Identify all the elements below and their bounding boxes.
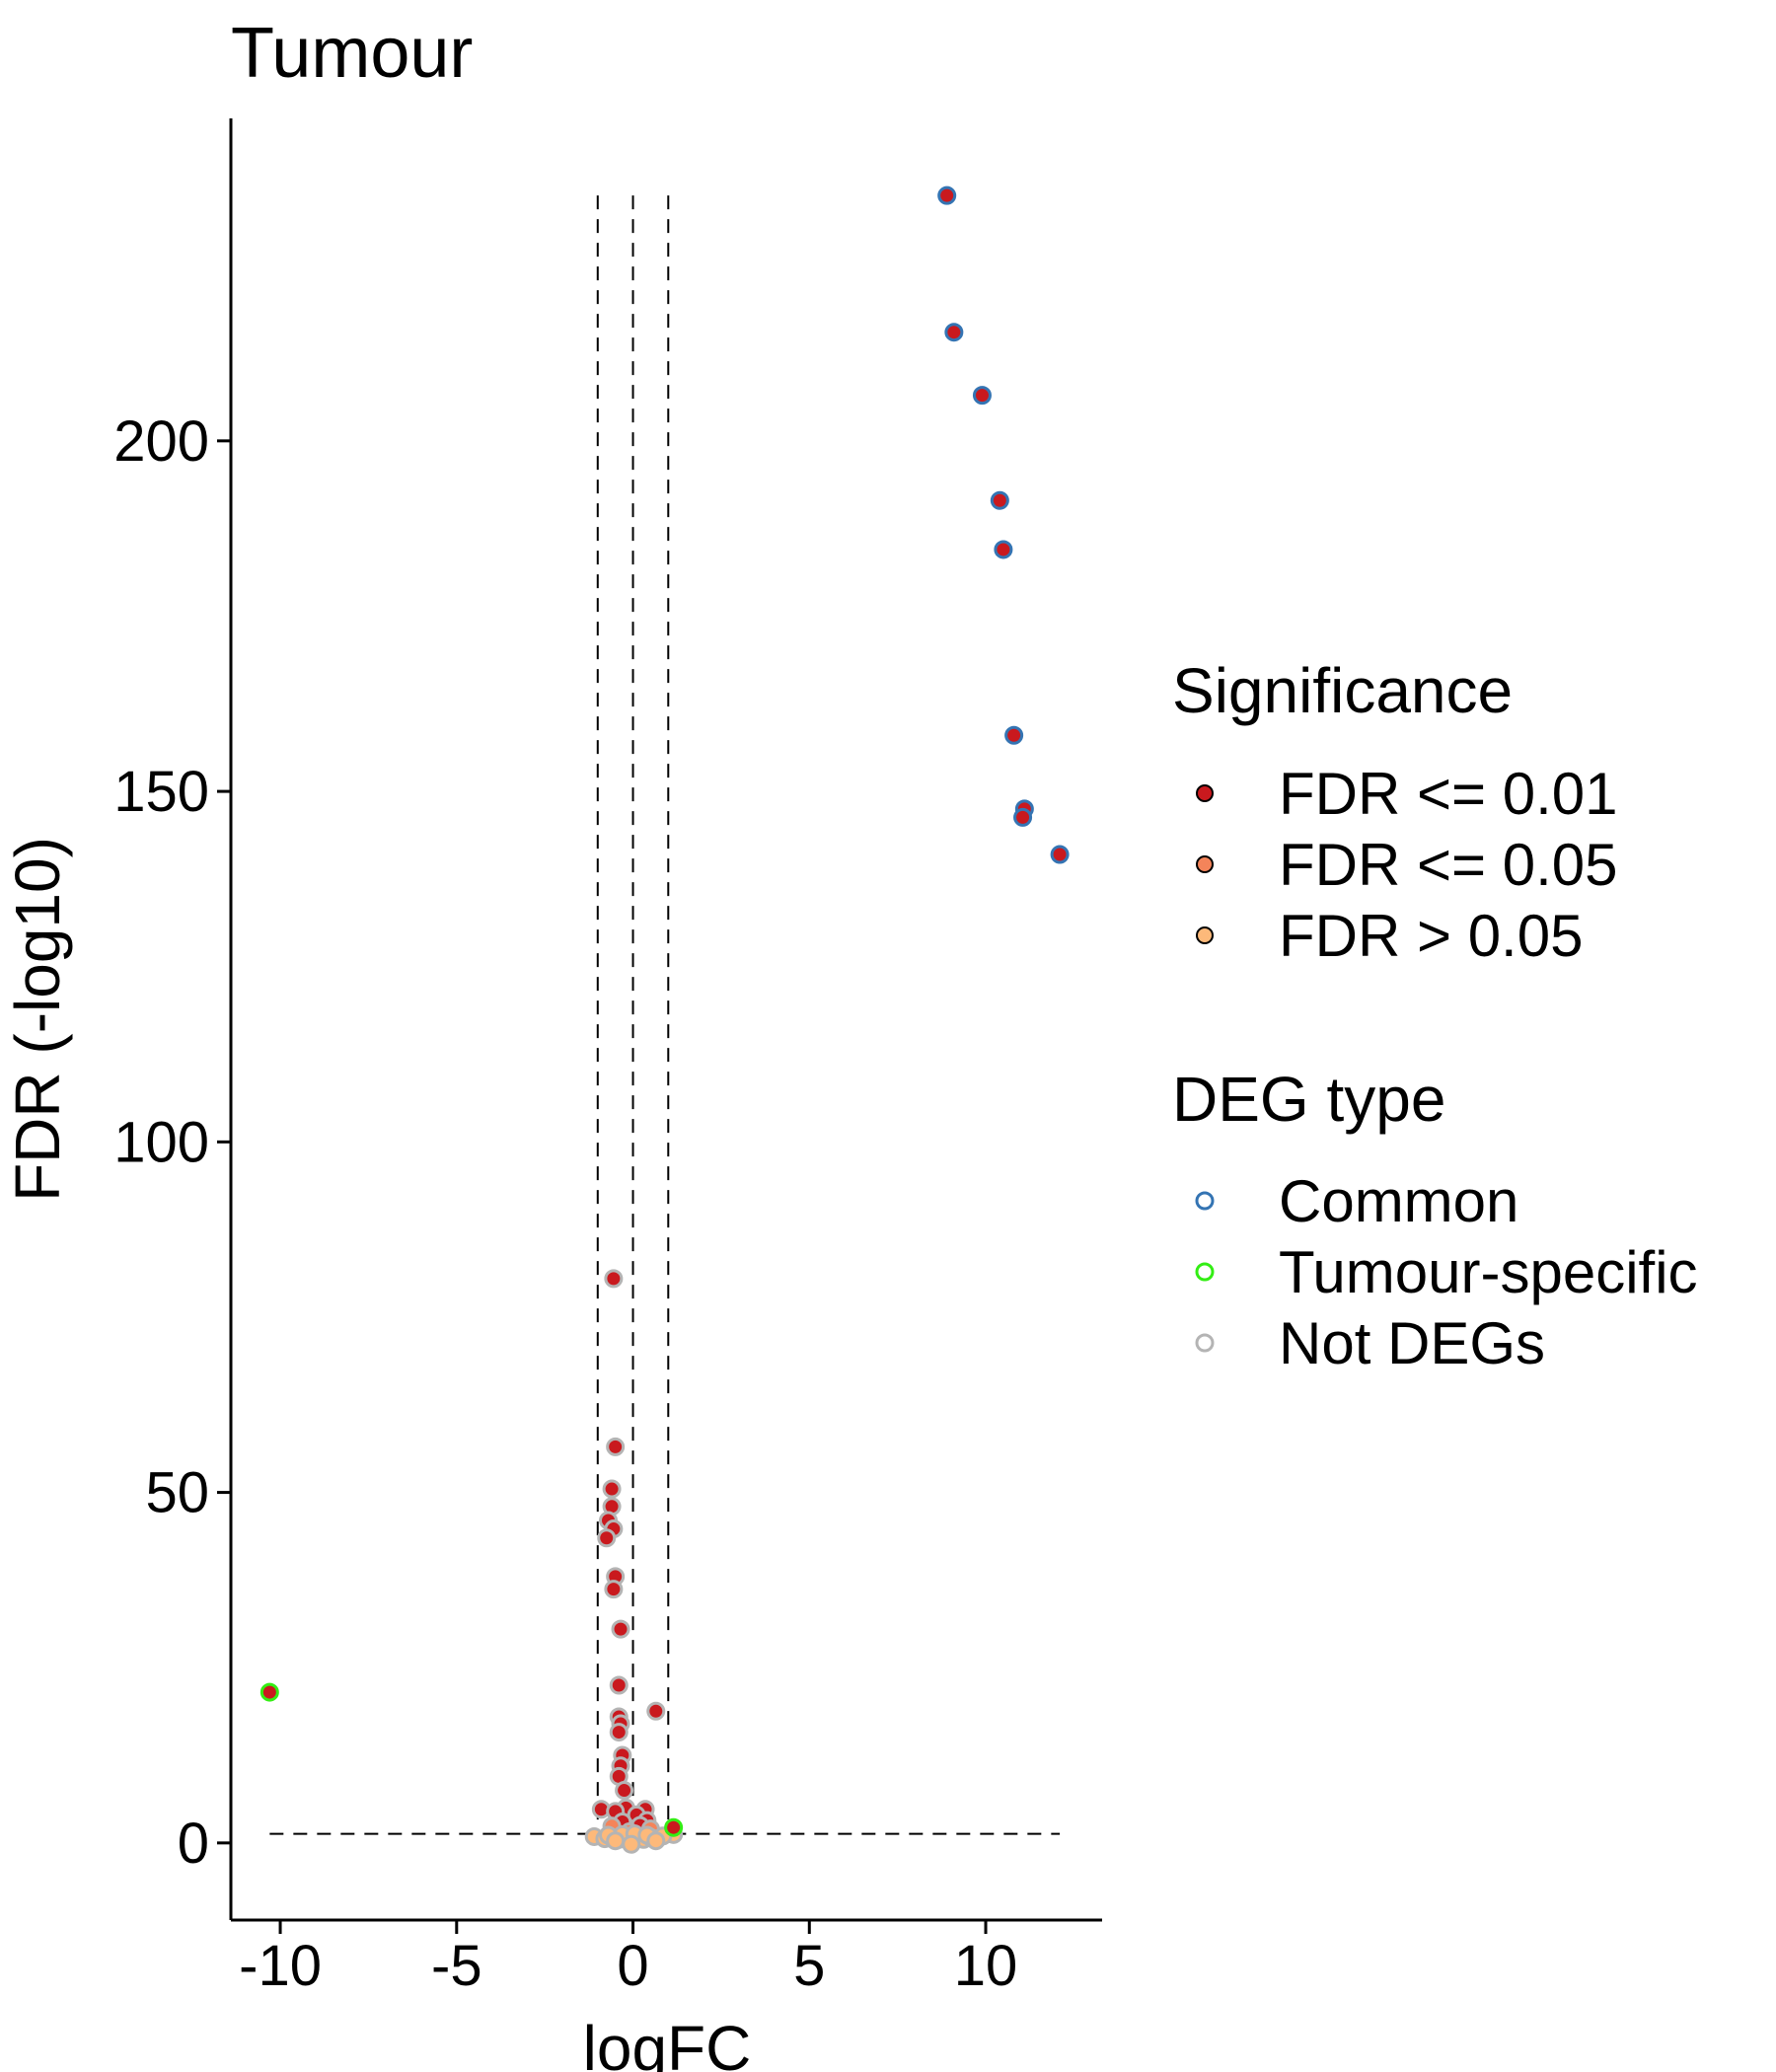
data-point-4 <box>994 540 1013 559</box>
y-tick-label-0: 0 <box>178 1812 209 1876</box>
chart-title: Tumour <box>231 14 473 93</box>
data-point-1 <box>944 323 964 342</box>
data-points <box>259 185 1070 1854</box>
x-axis-label: logFC <box>583 2013 752 2072</box>
data-point-21 <box>609 1675 629 1695</box>
data-point-25 <box>609 1723 629 1742</box>
data-point-19 <box>604 1580 624 1599</box>
legend-key-deg-type-1 <box>1195 1262 1215 1282</box>
x-tick-label-3: 5 <box>793 1934 825 1998</box>
data-point-12 <box>606 1437 626 1456</box>
legend-key-deg-type-2 <box>1195 1333 1215 1353</box>
x-axis-ticks: -10 -5 0 5 10 <box>239 1920 1017 1998</box>
legend-title-deg-type: DEG type <box>1172 1064 1445 1135</box>
y-tick-label-4: 200 <box>113 409 209 474</box>
data-point-22 <box>646 1701 666 1721</box>
x-tick-label-2: 0 <box>617 1934 648 1998</box>
data-point-5 <box>1004 725 1024 745</box>
x-tick-label-0: -10 <box>239 1934 322 1998</box>
legend-label-significance-1: FDR <= 0.05 <box>1279 832 1618 898</box>
legend-label-significance-2: FDR > 0.05 <box>1279 903 1583 969</box>
legend-key-significance-0 <box>1196 784 1214 802</box>
data-point-2 <box>972 386 992 406</box>
data-point-9 <box>259 1682 279 1702</box>
data-point-7 <box>1013 807 1033 827</box>
data-point-20 <box>611 1619 630 1639</box>
data-point-59 <box>622 1834 641 1854</box>
data-point-17 <box>597 1528 617 1548</box>
y-tick-label-1: 50 <box>145 1461 209 1525</box>
y-axis-label: FDR (-log10) <box>2 837 73 1202</box>
legend-key-significance-2 <box>1196 926 1214 944</box>
data-point-10 <box>664 1817 684 1837</box>
data-point-13 <box>602 1479 622 1499</box>
legend-title-significance: Significance <box>1172 655 1513 726</box>
data-point-57 <box>646 1831 666 1851</box>
y-tick-label-3: 150 <box>113 760 209 824</box>
y-axis-ticks: 0 50 100 150 200 <box>113 409 231 1876</box>
legend-label-deg-type-2: Not DEGs <box>1279 1310 1545 1376</box>
legend-key-significance-1 <box>1196 855 1214 873</box>
y-tick-label-2: 100 <box>113 1110 209 1174</box>
x-tick-label-1: -5 <box>431 1934 482 1998</box>
data-point-3 <box>990 490 1009 510</box>
data-point-11 <box>604 1269 624 1289</box>
x-tick-label-4: 10 <box>954 1934 1018 1998</box>
threshold-lines <box>269 195 1061 1843</box>
data-point-29 <box>615 1781 634 1801</box>
data-point-8 <box>1050 845 1070 864</box>
legend-label-deg-type-0: Common <box>1279 1168 1518 1234</box>
data-point-0 <box>937 185 957 205</box>
data-point-58 <box>606 1831 626 1851</box>
legend-label-significance-0: FDR <= 0.01 <box>1279 761 1618 827</box>
legend-key-deg-type-0 <box>1195 1191 1215 1211</box>
legend-label-deg-type-1: Tumour-specific <box>1279 1239 1698 1305</box>
